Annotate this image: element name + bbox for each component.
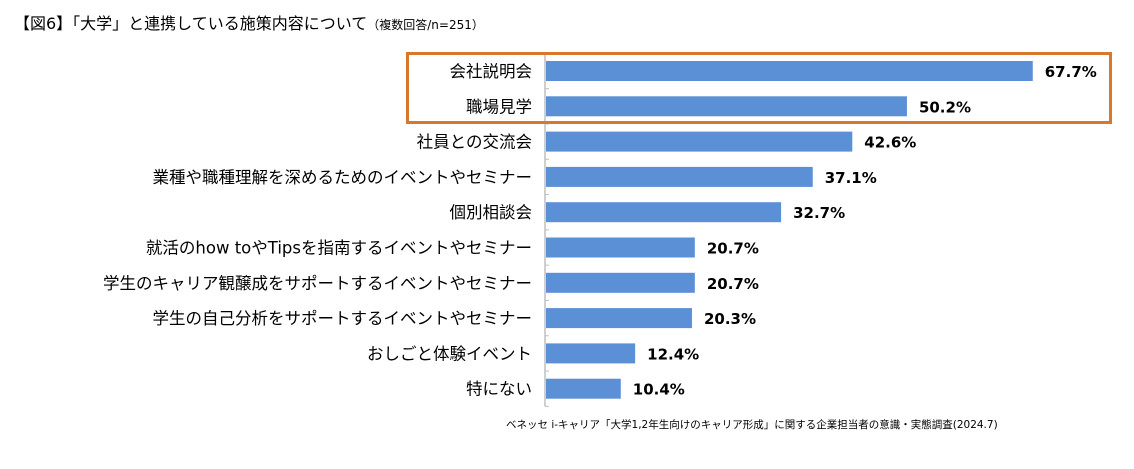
bar [546, 61, 1033, 81]
data-label: 10.4% [633, 381, 685, 399]
data-label: 12.4% [647, 345, 699, 363]
chart-title-main: 【図6】「大学」と連携している施策内容について [14, 14, 368, 33]
data-label: 67.7% [1045, 63, 1097, 81]
category-label: 学生のキャリア観醸成をサポートするイベントやセミナー [103, 274, 532, 293]
category-label: 個別相談会 [450, 203, 533, 222]
bar [546, 237, 695, 258]
bar [546, 202, 782, 223]
category-label: おしごと体験イベント [367, 344, 532, 363]
chart-title: 【図6】「大学」と連携している施策内容について（複数回答/n=251） [14, 10, 484, 34]
highlight-box [406, 52, 1112, 124]
chart-title-note: （複数回答/n=251） [367, 18, 484, 32]
data-label: 37.1% [825, 169, 877, 187]
category-label: 社員との交流会 [417, 133, 532, 152]
data-label: 20.7% [707, 240, 759, 258]
data-label: 42.6% [864, 134, 916, 152]
bar [546, 308, 692, 329]
data-label: 20.3% [704, 310, 756, 328]
bar [546, 272, 695, 293]
bar [546, 96, 907, 117]
category-label: 業種や職種理解を深めるためのイベントやセミナー [153, 168, 533, 187]
bar [546, 378, 621, 399]
category-label: 就活のhow toやTipsを指南するイベントやセミナー [146, 239, 532, 258]
bar [546, 166, 813, 187]
bar [546, 131, 853, 152]
data-label: 50.2% [919, 98, 971, 116]
category-label: 職場見学 [466, 97, 532, 116]
category-label: 学生の自己分析をサポートするイベントやセミナー [153, 309, 533, 328]
data-label: 32.7% [793, 204, 845, 222]
data-label: 20.7% [707, 275, 759, 293]
bar [546, 343, 636, 364]
source-note: ベネッセ i-キャリア「大学1,2年生向けのキャリア形成」に関する企業担当者の意… [506, 419, 998, 431]
category-label: 特にない [466, 380, 532, 399]
category-label: 会社説明会 [450, 62, 533, 81]
